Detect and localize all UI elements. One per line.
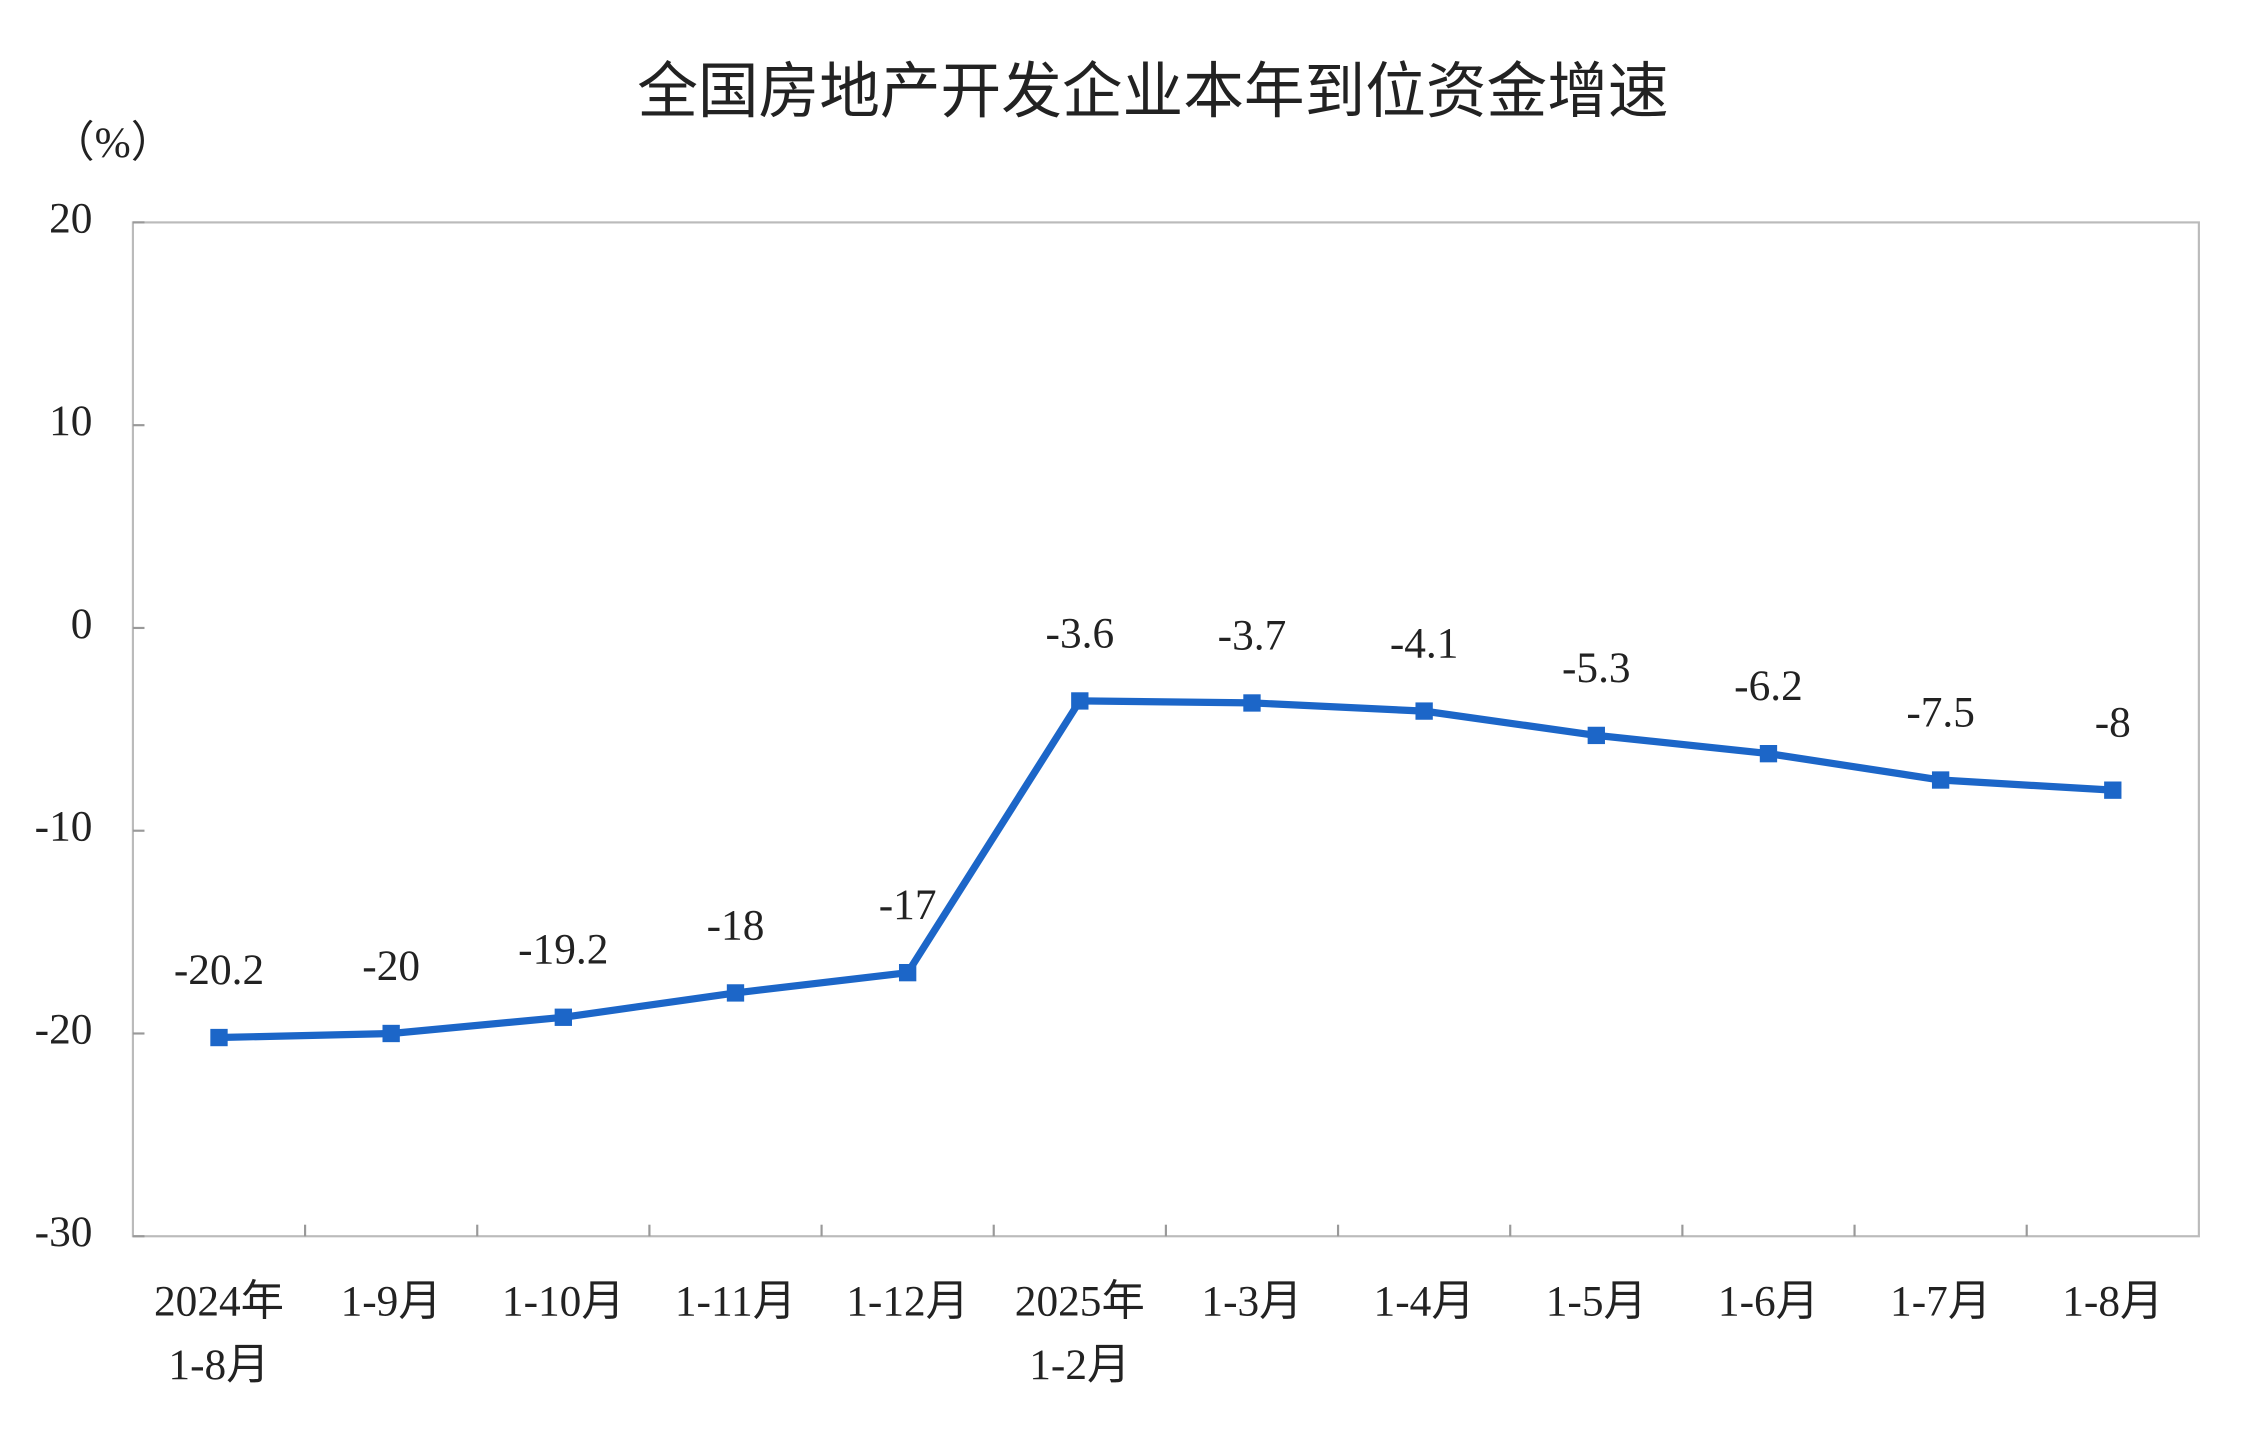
y-unit: （%）: [51, 119, 174, 167]
x-tick-label: 1-12月: [846, 1278, 970, 1326]
x-tick-label: 1-3月: [1201, 1278, 1303, 1326]
x-tick-label-box: 1-11月: [674, 1278, 797, 1326]
point: [554, 1008, 572, 1026]
data-label: -19.2: [518, 926, 608, 974]
data-label: -5.3: [1562, 644, 1631, 692]
y-tick-label: -10: [35, 803, 93, 851]
chart-title: 全国房地产开发企业本年到位资金增速: [637, 57, 1668, 127]
data-label: -18: [707, 901, 765, 949]
x-tick-label-box: 2024年 1-8月: [153, 1278, 285, 1390]
data-label: -3.7: [1218, 611, 1287, 659]
data-label: -20: [362, 942, 420, 990]
point: [2104, 781, 2122, 799]
point: [1931, 771, 1950, 789]
x-tick-label-box: 1-8月: [2062, 1278, 2164, 1326]
data-label: -4.1: [1390, 619, 1459, 667]
data-label: -7.5: [1906, 688, 1975, 736]
x-tick-label: 1-11月: [674, 1278, 797, 1326]
data-label: -17: [879, 881, 937, 929]
x-tick-label-box: 1-9月: [340, 1278, 442, 1326]
point: [210, 1028, 228, 1047]
point: [1587, 726, 1605, 745]
x-tick-label: 2025年 1-2月: [1014, 1278, 1145, 1390]
x-tick-label: 2024年 1-8月: [153, 1278, 285, 1390]
series-line: [218, 697, 2113, 1042]
data-label: -8: [2095, 699, 2131, 747]
x-tick-label: 1-5月: [1545, 1278, 1647, 1326]
x-tick-label: 1-6月: [1717, 1278, 1820, 1326]
x-tick-label: 1-7月: [1890, 1278, 1992, 1326]
y-tick-label: 0: [71, 600, 93, 648]
y-tick-label: -30: [35, 1208, 93, 1256]
x-tick-label-box: 1-10月: [501, 1278, 625, 1326]
x-tick-label-box: 1-3月: [1201, 1278, 1303, 1326]
x-tick-label: 1-9月: [340, 1278, 442, 1326]
x-tick-label: 1-10月: [501, 1278, 625, 1326]
x-tick-label-box: 1-7月: [1890, 1278, 1992, 1326]
data-label: -3.6: [1046, 609, 1115, 657]
point: [1243, 694, 1261, 712]
x-tick-label-box: 1-4月: [1373, 1278, 1475, 1326]
y-tick-label: 20: [49, 194, 92, 242]
point: [726, 984, 745, 1002]
point: [1759, 744, 1778, 763]
point: [1071, 692, 1089, 710]
x-tick-label-box: 1-12月: [846, 1278, 970, 1326]
point: [1415, 702, 1433, 720]
point: [898, 963, 917, 982]
y-tick-label: 10: [49, 397, 92, 445]
data-label: -6.2: [1734, 662, 1803, 710]
x-tick-label: 1-8月: [2062, 1278, 2164, 1326]
y-tick-label: -20: [35, 1005, 93, 1053]
x-tick-label-box: 1-5月: [1545, 1278, 1647, 1326]
x-tick-label-box: 1-6月: [1717, 1278, 1820, 1326]
x-tick-label-box: 2025年 1-2月: [1014, 1278, 1145, 1390]
x-tick-label: 1-4月: [1373, 1278, 1475, 1326]
point: [382, 1024, 400, 1043]
data-label: -20.2: [174, 946, 264, 994]
